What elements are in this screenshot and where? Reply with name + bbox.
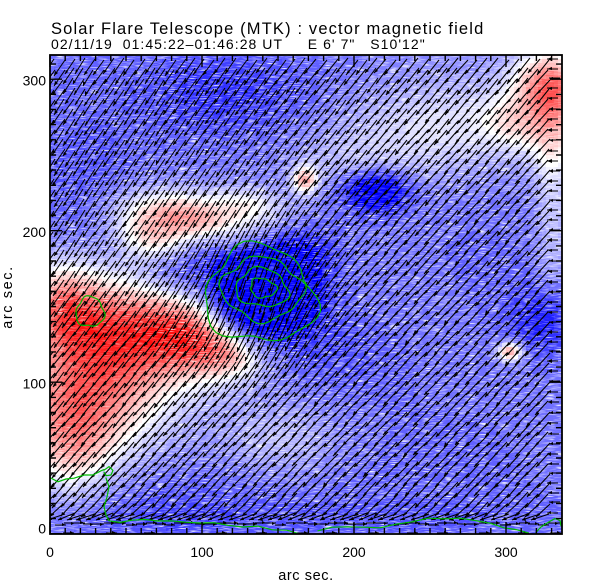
svg-text:0: 0 bbox=[46, 544, 54, 560]
svg-text:Solar Flare Telescope (MTK) :: Solar Flare Telescope (MTK) : vector mag… bbox=[51, 20, 484, 38]
svg-text:0: 0 bbox=[38, 521, 46, 537]
svg-text:arc sec.: arc sec. bbox=[0, 265, 16, 329]
svg-text:100: 100 bbox=[190, 544, 214, 560]
svg-text:100: 100 bbox=[23, 376, 47, 392]
svg-text:02/11/19 01:45:22–01:46:28 UT: 02/11/19 01:45:22–01:46:28 UT E 6' 7" S1… bbox=[51, 36, 426, 52]
svg-text:300: 300 bbox=[23, 73, 47, 89]
svg-text:200: 200 bbox=[342, 544, 366, 560]
svg-text:arc sec.: arc sec. bbox=[278, 568, 334, 584]
svg-text:200: 200 bbox=[23, 224, 47, 240]
svg-text:300: 300 bbox=[494, 544, 518, 560]
